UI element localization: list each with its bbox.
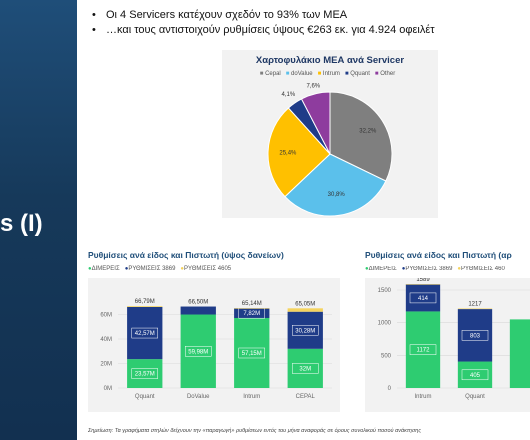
bar-segment xyxy=(457,308,493,310)
bar-segment xyxy=(509,319,530,388)
pie-slice-other xyxy=(300,91,331,155)
bullet-text: …και τους αντιστοιχούν ρυθμίσεις ύψους €… xyxy=(106,24,435,36)
y-tick-label: 60M xyxy=(100,313,112,319)
bar-chart-right: 0 500 1000 1500 1172 414 1589 Intrum 405 803 1217 Q… xyxy=(378,278,530,400)
bullet-text: Οι 4 Servicers κατέχουν σχεδόν το 93% τω… xyxy=(106,9,348,21)
bullet-icon: • xyxy=(92,24,96,36)
bar-total-label: 66,50M xyxy=(188,300,208,306)
data-label-box xyxy=(292,325,319,336)
legend-item: ●ΡΥΘΜΙΣΕΙΣ 460 xyxy=(457,266,505,272)
bar-chart-left: 0M 20M 40M 60M 23,57M 42,57M 66,79M Qquant 59,98… xyxy=(100,299,332,400)
data-label-box xyxy=(461,330,489,341)
bar-total-label: 65,14M xyxy=(242,301,262,307)
pie-chart-title: Χαρτοφυλάκιο ΜΕΑ ανά Servicer xyxy=(255,55,405,66)
footnote: Σημείωση: Τα γραφήματα στηλών δείχνουν τ… xyxy=(88,428,421,434)
data-label-box xyxy=(238,307,265,319)
data-label: 803 xyxy=(470,333,481,339)
bar-chart-left-card: 0M 20M 40M 60M 23,57M 42,57M 66,79M Qquant 59,98… xyxy=(88,278,340,412)
x-tick-label: DoValue xyxy=(187,394,210,400)
data-label: 1172 xyxy=(417,348,431,354)
bullet-item: • …και τους αντιστοιχούν ρυθμίσεις ύψους … xyxy=(92,23,530,38)
bar-chart-left-title: Ρυθμίσεις ανά είδος και Πιστωτή (ύψος δα… xyxy=(88,250,284,260)
data-label-box xyxy=(292,363,319,374)
data-label: 42,57M xyxy=(135,331,155,337)
bar-segment xyxy=(287,308,323,312)
y-tick-label: 0 xyxy=(388,386,392,392)
pie-slice-label: 25,4% xyxy=(279,150,297,156)
bar-chart-right-legend: ●ΔΙΜΕΡΕΙΣ ●ΡΥΘΜΙΣΕΙΣ 3869 ●ΡΥΘΜΙΣΕΙΣ 460 xyxy=(365,266,530,272)
legend-item: ●ΡΥΘΜΙΣΕΙΣ 4605 xyxy=(180,266,232,272)
x-tick-label: CEPAL xyxy=(296,394,316,400)
x-tick-label: Intrum xyxy=(414,394,431,400)
y-tick-label: 0M xyxy=(104,386,112,392)
y-tick-label: 40M xyxy=(100,337,112,343)
data-label-box xyxy=(409,292,437,304)
y-tick-label: 1000 xyxy=(378,321,392,327)
bullet-list: • Οι 4 Servicers κατέχουν σχεδόν το 93% τ… xyxy=(92,8,530,38)
bullet-icon: • xyxy=(92,9,96,21)
legend-item: ■ Intrum xyxy=(317,71,340,77)
data-label: 23,57M xyxy=(135,372,155,378)
bar-chart-right-title: Ρυθμίσεις ανά είδος και Πιστωτή (αρ xyxy=(365,250,512,260)
legend-item: ●ΡΥΘΜΙΣΕΙΣ 3869 xyxy=(124,266,176,272)
x-tick-label: Intrum xyxy=(243,394,260,400)
y-tick-label: 1500 xyxy=(378,288,392,294)
bar-segment xyxy=(180,306,216,315)
data-label: 57,15M xyxy=(242,351,262,357)
data-label: 7,82M xyxy=(243,311,260,317)
bar-total-label: 65,05M xyxy=(295,301,315,307)
legend-item: ●ΔΙΜΕΡΕΙΣ xyxy=(365,266,397,272)
pie-slice-cepal xyxy=(329,91,393,182)
y-tick-label: 20M xyxy=(100,362,112,368)
bar-total-label: 1217 xyxy=(468,301,482,307)
bar-chart-left-legend: ●ΔΙΜΕΡΕΙΣ ●ΡΥΘΜΙΣΕΙΣ 3869 ●ΡΥΘΜΙΣΕΙΣ 4605 xyxy=(88,266,236,272)
pie-slice-dovalue xyxy=(284,153,387,217)
x-tick-label: Qquant xyxy=(135,394,155,400)
legend-item: ■ Qquant xyxy=(344,71,370,77)
data-label: 405 xyxy=(470,373,481,379)
pie-slice-label: 30,8% xyxy=(328,192,346,198)
legend-item: ■ Cepal xyxy=(259,71,281,77)
sidebar-panel: s (I) xyxy=(0,0,77,440)
pie-slice-label: 4,1% xyxy=(282,92,296,98)
y-tick-label: 500 xyxy=(381,353,392,359)
bullet-item: • Οι 4 Servicers κατέχουν σχεδόν το 93% τ… xyxy=(92,8,530,23)
data-label-box xyxy=(461,369,489,381)
legend-item: ■ doValue xyxy=(285,71,313,77)
pie-chart-legend: ■ Cepal ■ doValue ■ Intrum ■ Qquant ■ Other xyxy=(222,71,438,77)
data-label: 32M xyxy=(299,366,311,372)
section-title: s (I) xyxy=(0,210,43,237)
bar-total-label: 1589 xyxy=(416,278,430,283)
data-label: 59,98M xyxy=(188,349,208,355)
data-label-box xyxy=(238,347,265,359)
data-label-box xyxy=(185,346,212,357)
bar-segment xyxy=(405,284,441,285)
pie-slice-label: 7,6% xyxy=(306,83,320,89)
bar-segment xyxy=(234,308,270,309)
data-label-box xyxy=(409,344,437,355)
data-label-box xyxy=(131,327,158,339)
pie-chart-card: Χαρτοφυλάκιο ΜΕΑ ανά Servicer ■ Cepal ■ d… xyxy=(222,50,438,218)
x-tick-label: Qquant xyxy=(465,394,485,400)
data-label: 414 xyxy=(418,296,429,302)
legend-item: ■ Other xyxy=(374,71,396,77)
bar-chart-right-card: 0 500 1000 1500 1172 414 1589 Intrum 405 803 1217 Q… xyxy=(365,278,530,412)
pie-slice-intrum xyxy=(267,107,331,198)
data-label: 30,28M xyxy=(295,328,315,334)
data-label-box xyxy=(131,368,158,379)
bar-total-label: 66,79M xyxy=(135,299,155,305)
bar-segment xyxy=(127,306,163,307)
pie-chart: 32,2% 30,8% 25,4% 4,1% 7,6% xyxy=(267,83,393,217)
pie-slice-label: 32,2% xyxy=(359,128,377,134)
legend-item: ●ΡΥΘΜΙΣΕΙΣ 3869 xyxy=(401,266,453,272)
legend-item: ●ΔΙΜΕΡΕΙΣ xyxy=(88,266,120,272)
